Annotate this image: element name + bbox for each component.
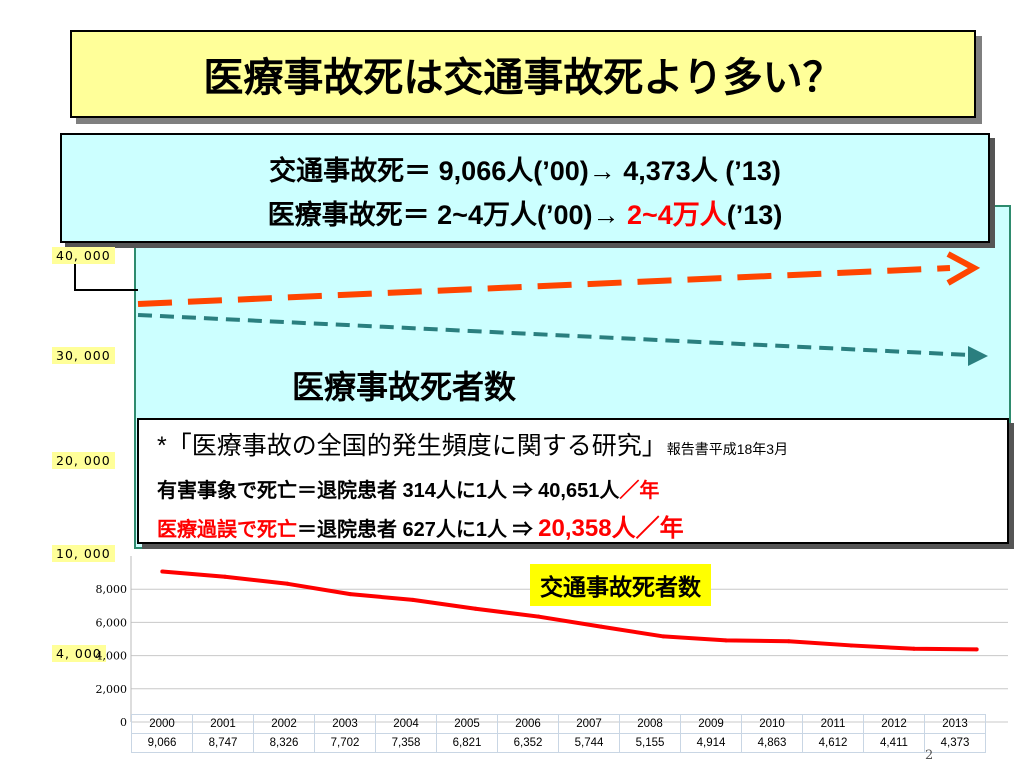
value-label-2013: 4,373 bbox=[924, 733, 986, 753]
panel-connector bbox=[74, 239, 138, 291]
note-adverse-events: 有害事象で死亡＝退院患者 314人に1人 ⇒ 40,651人／年 bbox=[157, 474, 659, 503]
note-errors-main: ＝退院患者 627人に1人 ⇒ bbox=[297, 519, 539, 541]
y-label-10000: 10, 000 bbox=[52, 545, 115, 562]
data-point-2008 bbox=[661, 634, 666, 639]
value-label-2002: 8,326 bbox=[253, 733, 315, 753]
traffic-deaths-line bbox=[162, 569, 977, 652]
data-point-2000 bbox=[160, 569, 165, 574]
medical-deaths-label: 医療事故死者数 bbox=[292, 368, 517, 406]
x-tick-label-2001: 2001 bbox=[192, 714, 254, 734]
note-errors-value: 20,358人／年 bbox=[538, 515, 684, 542]
note-source: *「医療事故の全国的発生頻度に関する研究」報告書平成18年3月 bbox=[157, 426, 788, 462]
x-tick-label-2000: 2000 bbox=[131, 714, 193, 734]
y-label-20000: 20, 000 bbox=[52, 452, 115, 469]
x-tick-label-2006: 2006 bbox=[497, 714, 559, 734]
y-label-4000: 4, 000 bbox=[52, 645, 106, 662]
x-tick-label-2002: 2002 bbox=[253, 714, 315, 734]
x-tick-label-2009: 2009 bbox=[680, 714, 742, 734]
summary-traffic: 交通事故死＝ 9,066人(’00)→ 4,373人 (’13) bbox=[269, 156, 781, 186]
value-label-2012: 4,411 bbox=[863, 733, 925, 753]
value-label-2000: 9,066 bbox=[131, 733, 193, 753]
page-number: 2 bbox=[925, 748, 934, 763]
note-adverse-main: 有害事象で死亡＝退院患者 314人に1人 ⇒ 40,651人 bbox=[157, 480, 620, 502]
data-point-2009 bbox=[724, 638, 729, 643]
data-point-2013 bbox=[974, 647, 979, 652]
y-tick-label-3: 6,000 bbox=[96, 616, 128, 629]
value-label-2004: 7,358 bbox=[375, 733, 437, 753]
data-point-2012 bbox=[912, 646, 917, 651]
data-point-2011 bbox=[849, 643, 854, 648]
x-tick-label-2007: 2007 bbox=[558, 714, 620, 734]
note-medical-errors: 医療過誤で死亡＝退院患者 627人に1人 ⇒ 20,358人／年 bbox=[157, 508, 684, 543]
x-tick-label-2003: 2003 bbox=[314, 714, 376, 734]
data-point-2003 bbox=[348, 592, 353, 597]
y-tick-label-4: 8,000 bbox=[96, 583, 128, 596]
traffic-deaths-label: 交通事故死者数 bbox=[530, 564, 711, 606]
value-row: 9,066 8,747 8,326 7,702 7,358 6,821 6,352 5,744… bbox=[131, 733, 986, 753]
x-tick-label-2013: 2013 bbox=[924, 714, 986, 734]
medical-2000-dash-arrow bbox=[137, 313, 988, 366]
data-point-2010 bbox=[786, 639, 791, 644]
value-label-2001: 8,747 bbox=[192, 733, 254, 753]
medical-2013-dash-arrow bbox=[137, 251, 981, 307]
summary-box: 交通事故死＝ 9,066人(’00)→ 4,373人 (’13) 医療事故死＝ … bbox=[60, 133, 990, 243]
data-point-2005 bbox=[473, 606, 478, 611]
y-tick-label-1: 2,000 bbox=[96, 683, 128, 696]
y-label-30000: 30, 000 bbox=[52, 347, 115, 364]
value-label-2008: 5,155 bbox=[619, 733, 681, 753]
note-errors-label: 医療過誤で死亡 bbox=[157, 519, 297, 541]
note-source-title: *「医療事故の全国的発生頻度に関する研究」 bbox=[157, 432, 667, 460]
data-point-2004 bbox=[410, 597, 415, 602]
x-tick-label-2010: 2010 bbox=[741, 714, 803, 734]
title-banner: 医療事故死は交通事故死より多い？ bbox=[70, 30, 976, 118]
y-tick-label-0: 0 bbox=[120, 716, 127, 729]
data-table: 2000 2001 2002 2003 2004 2005 2006 2007 2008 2009… bbox=[131, 714, 986, 753]
value-label-2009: 4,914 bbox=[680, 733, 742, 753]
page-title: 医療事故死は交通事故死より多い？ bbox=[203, 55, 843, 101]
value-label-2006: 6,352 bbox=[497, 733, 559, 753]
value-label-2010: 4,863 bbox=[741, 733, 803, 753]
note-source-report: 報告書平成18年3月 bbox=[666, 441, 789, 457]
x-tick-label-2005: 2005 bbox=[436, 714, 498, 734]
year-row: 2000 2001 2002 2003 2004 2005 2006 2007 2008 2009… bbox=[131, 714, 986, 734]
data-point-2007 bbox=[598, 624, 603, 629]
x-tick-label-2004: 2004 bbox=[375, 714, 437, 734]
x-tick-label-2008: 2008 bbox=[619, 714, 681, 734]
value-label-2011: 4,612 bbox=[802, 733, 864, 753]
value-label-2003: 7,702 bbox=[314, 733, 376, 753]
study-note-box: *「医療事故の全国的発生頻度に関する研究」報告書平成18年3月 有害事象で死亡＝… bbox=[137, 418, 1009, 544]
summary-medical-suffix: (’13) bbox=[726, 200, 783, 230]
value-label-2005: 6,821 bbox=[436, 733, 498, 753]
x-tick-label-2011: 2011 bbox=[802, 714, 864, 734]
summary-medical-prefix: 医療事故死＝ 2~4万人(’00)→ bbox=[267, 200, 627, 230]
y-tick-label-2: 4,000 bbox=[96, 650, 128, 663]
data-point-2002 bbox=[285, 581, 290, 586]
summary-medical-highlight: 2~4万人 bbox=[626, 200, 727, 230]
value-label-2007: 5,744 bbox=[558, 733, 620, 753]
y-label-40000: 40, 000 bbox=[52, 247, 115, 264]
data-point-2001 bbox=[222, 574, 227, 579]
note-adverse-unit: ／年 bbox=[619, 480, 660, 502]
summary-medical: 医療事故死＝ 2~4万人(’00)→ 2~4万人(’13) bbox=[62, 193, 988, 232]
data-point-2006 bbox=[536, 614, 541, 619]
x-tick-label-2012: 2012 bbox=[863, 714, 925, 734]
